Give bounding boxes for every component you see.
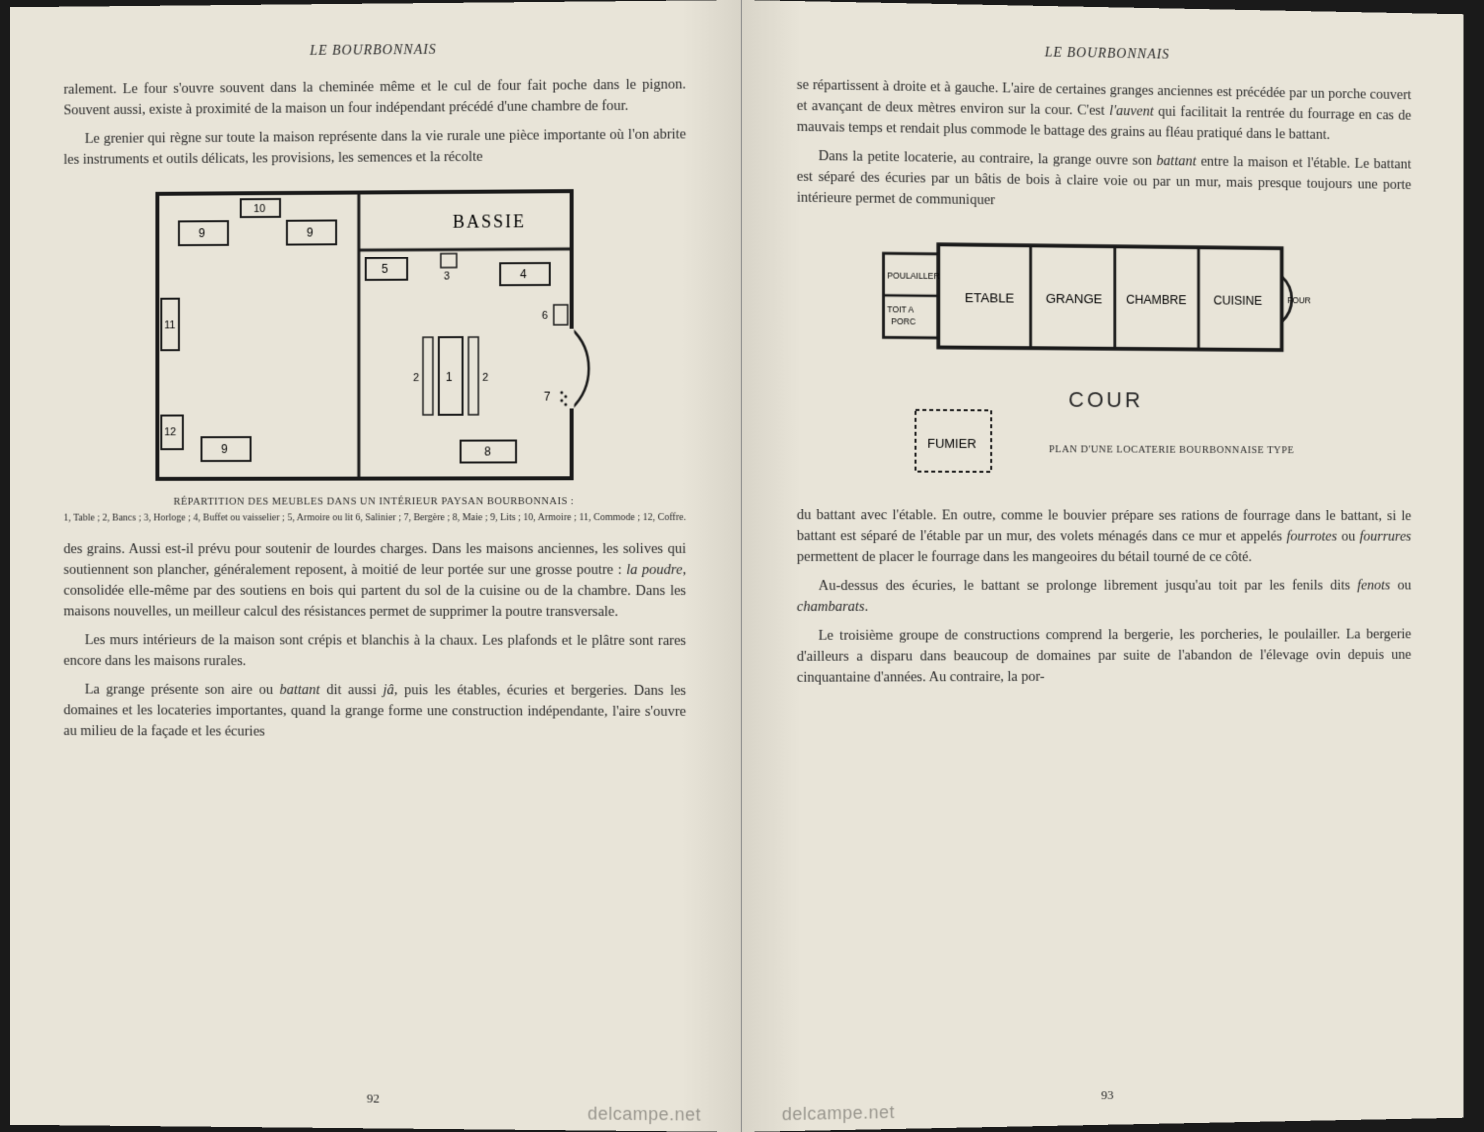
cour-label: COUR — [1068, 387, 1143, 413]
svg-text:5: 5 — [381, 262, 388, 276]
para-r1: se répartissent à droite et à gauche. L'… — [797, 75, 1412, 147]
svg-text:PORC: PORC — [891, 316, 916, 326]
svg-text:6: 6 — [541, 310, 547, 322]
svg-text:FOUR: FOUR — [1287, 295, 1310, 305]
page-left: LE BOURBONNAIS ralement. Le four s'ouvre… — [10, 0, 742, 1132]
para-r2: Dans la petite locaterie, au contraire, … — [797, 146, 1412, 217]
italic-poudre: la poudre — [626, 562, 682, 578]
para-l2: Le grenier qui règne sur toute la maison… — [64, 124, 687, 170]
floorplan-furniture: BASSIE 10 9 9 11 12 — [147, 179, 601, 489]
para-l1: ralement. Le four s'ouvre souvent dans l… — [64, 74, 687, 121]
floorplan-locaterie: POULAILLER TOIT A PORC ETABLE GRANGE CHA… — [872, 224, 1339, 372]
svg-text:TOIT A: TOIT A — [887, 305, 914, 315]
svg-text:POULAILLER: POULAILLER — [887, 270, 940, 280]
floorplan-furniture-svg: BASSIE 10 9 9 11 12 — [147, 179, 601, 489]
svg-text:8: 8 — [484, 445, 491, 459]
svg-text:CUISINE: CUISINE — [1213, 293, 1262, 307]
fumier-box: FUMIER — [912, 406, 996, 476]
bassie-label: BASSIE — [452, 211, 525, 231]
svg-text:2: 2 — [482, 372, 488, 384]
para-r5: Le troisième groupe de constructions com… — [797, 625, 1412, 689]
svg-text:ETABLE: ETABLE — [965, 290, 1015, 305]
svg-text:9: 9 — [198, 226, 205, 240]
svg-text:2: 2 — [413, 372, 419, 384]
svg-text:9: 9 — [221, 442, 228, 456]
page-right: LE BOURBONNAIS se répartissent à droite … — [742, 0, 1464, 1132]
plan-caption: PLAN D'UNE LOCATERIE BOURBONNAISE TYPE — [1049, 444, 1294, 456]
floorplan-locaterie-svg: POULAILLER TOIT A PORC ETABLE GRANGE CHA… — [872, 224, 1339, 372]
svg-text:7: 7 — [543, 390, 550, 404]
svg-text:CHAMBRE: CHAMBRE — [1126, 293, 1186, 307]
caption-title-left: RÉPARTITION DES MEUBLES DANS UN INTÉRIEU… — [64, 496, 687, 508]
svg-text:11: 11 — [164, 319, 175, 331]
watermark-right: delcampe.net — [782, 1102, 895, 1125]
book-spread: LE BOURBONNAIS ralement. Le four s'ouvre… — [0, 0, 1484, 1132]
svg-text:3: 3 — [443, 271, 449, 283]
svg-text:GRANGE: GRANGE — [1046, 291, 1103, 306]
cour-block: COUR FUMIER PLAN D'UNE LOCATERIE BOURBON… — [872, 386, 1339, 497]
watermark-left: delcampe.net — [587, 1104, 701, 1126]
para-l3: des grains. Aussi est-il prévu pour sout… — [64, 539, 687, 623]
svg-text:1: 1 — [445, 370, 452, 384]
svg-text:12: 12 — [164, 426, 176, 438]
para-l4: Les murs intérieurs de la maison sont cr… — [64, 630, 687, 673]
running-head-right: LE BOURBONNAIS — [797, 41, 1412, 68]
caption-legend-left: 1, Table ; 2, Bancs ; 3, Horloge ; 4, Bu… — [64, 511, 687, 525]
svg-text:9: 9 — [306, 226, 313, 240]
para-r3: du battant avec l'étable. En outre, comm… — [797, 505, 1412, 568]
running-head-left: LE BOURBONNAIS — [64, 41, 687, 63]
fumier-label: FUMIER — [927, 436, 976, 451]
para-r4: Au-dessus des écuries, le battant se pro… — [797, 576, 1412, 618]
svg-text:10: 10 — [253, 203, 265, 215]
para-l5: La grange présente son aire ou battant d… — [64, 680, 687, 744]
svg-text:4: 4 — [520, 267, 527, 281]
